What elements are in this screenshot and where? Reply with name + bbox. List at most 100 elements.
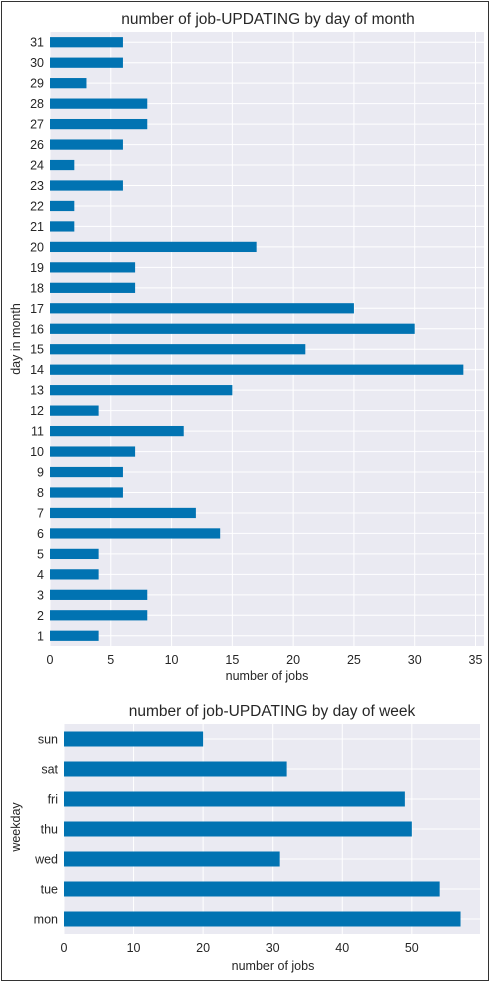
y-tick-label: sat [41,763,58,777]
bar-5 [50,548,99,560]
chart-title-day-of-month: number of job-UPDATING by day of month [121,11,414,28]
bar-19 [50,262,136,273]
bar-16 [50,323,415,334]
y-tick-label: fri [48,793,58,807]
y-tick-label: 26 [30,138,44,152]
x-tick-label: 40 [335,941,349,955]
bar-sat [64,761,287,777]
y-tick-label: 19 [30,261,44,275]
bar-22 [50,200,75,212]
y-tick-label: sun [38,733,58,747]
bar-6 [50,528,221,539]
bar-29 [50,78,87,89]
x-tick-label: 0 [47,653,54,667]
y-tick-label: 27 [30,118,44,132]
bar-1 [50,630,99,641]
bar-17 [50,303,354,314]
bar-7 [50,507,196,519]
x-ticks-day-of-month: 0 5 10 15 20 25 30 35 [47,653,483,667]
plot-area-day-of-month [50,32,484,646]
y-tick-label: 8 [37,486,44,500]
y-tick-label: 23 [30,179,44,193]
y-tick-label: 6 [37,527,44,541]
x-tick-label: 10 [127,941,141,955]
bar-8 [50,487,123,498]
x-tick-label: 20 [286,653,300,667]
y-tick-label: 18 [30,281,44,295]
bar-2 [50,610,148,621]
y-tick-label: thu [41,823,58,837]
y-ticks-day-of-week: sun sat fri thu wed tue mon [34,733,59,927]
bars-day-of-month [50,37,464,641]
bar-20 [50,241,257,253]
y-tick-label: 5 [37,547,44,561]
bar-mon [64,911,461,927]
bar-thu [64,821,412,837]
y-tick-label: 17 [30,302,44,316]
bar-4 [50,569,99,580]
y-tick-label: tue [41,883,58,897]
bar-27 [50,118,148,130]
y-tick-label: 10 [30,445,44,459]
bar-18 [50,282,136,293]
y-tick-label: 13 [30,384,44,398]
bar-30 [50,57,123,68]
x-tick-label: 50 [405,941,419,955]
y-tick-label: 2 [37,609,44,623]
bar-23 [50,180,123,191]
y-tick-label: 7 [37,506,44,520]
x-tick-label: 10 [165,653,179,667]
y-tick-label: 11 [31,425,44,439]
bar-tue [64,881,440,897]
x-tick-label: 0 [61,941,68,955]
x-tick-label: 20 [196,941,210,955]
y-tick-label: mon [34,913,58,927]
x-tick-label: 15 [225,653,239,667]
chart-day-of-week: sun sat fri thu wed tue mon 0 10 20 30 40 50 number… [9,703,480,973]
y-tick-label: 30 [30,56,44,70]
bar-31 [50,37,123,48]
bar-14 [50,364,464,375]
bar-10 [50,446,136,457]
y-ticks-day-of-month: 3130292827262423222120191817161514131211… [30,36,44,644]
x-tick-label: 30 [266,941,280,955]
y-tick-label: 16 [30,322,44,336]
bar-13 [50,385,233,396]
bar-24 [50,159,75,171]
x-tick-label: 25 [347,653,361,667]
y-tick-label: 4 [37,568,44,582]
bar-12 [50,405,99,416]
y-tick-label: 31 [30,36,44,50]
y-axis-label-day-of-week: weekday [9,802,23,853]
bar-3 [50,589,148,600]
y-tick-label: 29 [30,77,44,91]
y-tick-label: 22 [30,199,44,213]
y-tick-label: 28 [30,97,44,111]
y-tick-label: 1 [37,629,44,643]
grid-day-of-month [49,32,484,646]
x-tick-label: 35 [469,653,483,667]
y-tick-label: 14 [30,363,44,377]
chart-day-of-month: 3130292827262423222120191817161514131211… [9,11,484,683]
x-tick-label: 5 [107,653,114,667]
x-axis-label-day-of-week: number of jobs [232,959,315,973]
bar-11 [50,425,184,437]
bar-15 [50,344,306,355]
x-ticks-day-of-week: 0 10 20 30 40 50 [61,941,419,955]
y-tick-label: 12 [30,404,44,418]
bars-day-of-week [64,731,461,927]
y-tick-label: 24 [30,159,44,173]
bar-sun [64,731,204,747]
x-axis-label-day-of-month: number of jobs [226,669,309,683]
bar-21 [50,221,75,232]
y-tick-label: 9 [37,466,44,480]
y-tick-label: 20 [30,240,44,254]
y-tick-label: 15 [30,343,44,357]
bar-fri [64,791,405,807]
y-tick-label: 3 [37,588,44,602]
bar-26 [50,139,123,150]
bar-28 [50,98,148,109]
x-tick-label: 30 [408,653,422,667]
y-tick-label: 21 [30,220,44,234]
